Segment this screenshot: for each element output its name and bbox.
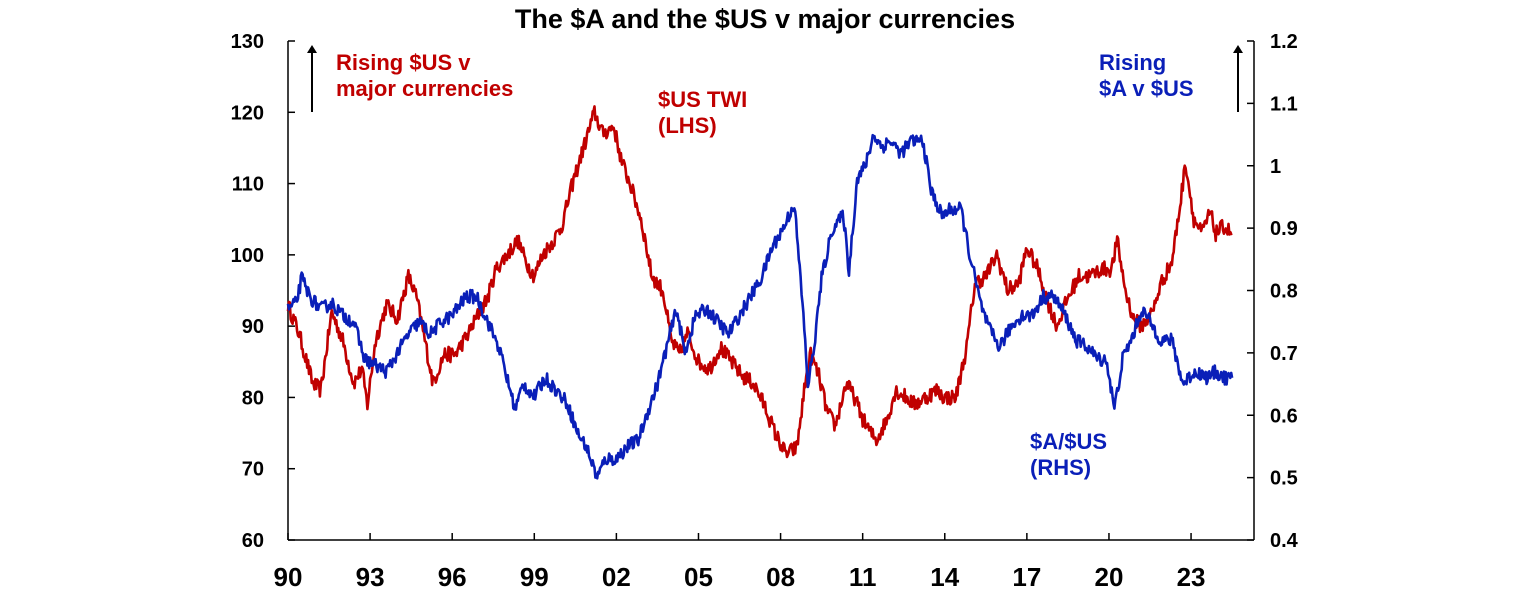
x-tick-label: 96 — [438, 562, 467, 592]
x-tick-label: 17 — [1012, 562, 1041, 592]
x-tick-label: 14 — [930, 562, 959, 592]
x-axis-ticks: 90 93 96 99 02 05 08 11 14 17 20 23 — [274, 533, 1206, 592]
right-tick-label: 0.8 — [1270, 281, 1298, 303]
right-tick-label: 0.9 — [1270, 218, 1298, 240]
x-tick-label: 20 — [1095, 562, 1124, 592]
left-axis-ticks: 60 70 80 90 100 110 120 130 — [231, 31, 295, 552]
right-tick-label: 0.6 — [1270, 405, 1298, 427]
left-tick-label: 70 — [242, 459, 264, 481]
axes — [287, 41, 1255, 541]
x-tick-label: 99 — [520, 562, 549, 592]
annotations: Rising $US v major currencies $US TWI (LHS)… — [307, 45, 1243, 480]
series-lines — [286, 105, 1234, 480]
right-tick-label: 0.5 — [1270, 468, 1298, 490]
chart-title: The $A and the $US v major currencies — [515, 4, 1015, 34]
right-tick-label: 0.4 — [1270, 530, 1299, 552]
aud-usd-line — [286, 133, 1234, 480]
x-tick-label: 05 — [684, 562, 713, 592]
right-up-arrow-icon — [1233, 45, 1243, 112]
left-tick-label: 90 — [242, 316, 264, 338]
right-tick-label: 1.2 — [1270, 31, 1298, 53]
x-tick-label: 02 — [602, 562, 631, 592]
left-tick-label: 100 — [231, 245, 264, 267]
left-tick-label: 110 — [232, 174, 264, 196]
x-tick-label: 90 — [274, 562, 303, 592]
right-tick-label: 0.7 — [1270, 343, 1298, 365]
x-tick-label: 93 — [356, 562, 385, 592]
x-tick-label: 23 — [1177, 562, 1206, 592]
rising-aud-annotation: Rising $A v $US — [1099, 50, 1194, 101]
right-axis-ticks: 0.4 0.5 0.6 0.7 0.8 0.9 1 1.1 1.2 — [1247, 31, 1299, 552]
left-up-arrow-icon — [307, 45, 317, 112]
rising-usd-annotation: Rising $US v major currencies — [336, 50, 513, 101]
left-tick-label: 80 — [242, 387, 264, 409]
left-tick-label: 120 — [231, 102, 264, 124]
usd-twi-label: $US TWI (LHS) — [658, 87, 747, 138]
x-tick-label: 11 — [849, 562, 877, 592]
left-tick-label: 130 — [231, 31, 264, 53]
x-tick-label: 08 — [766, 562, 795, 592]
right-tick-label: 1.1 — [1270, 93, 1298, 115]
left-tick-label: 60 — [242, 530, 264, 552]
aud-usd-label: $A/$US (RHS) — [1030, 429, 1107, 480]
usd-twi-line — [286, 105, 1233, 459]
right-tick-label: 1 — [1270, 156, 1281, 178]
